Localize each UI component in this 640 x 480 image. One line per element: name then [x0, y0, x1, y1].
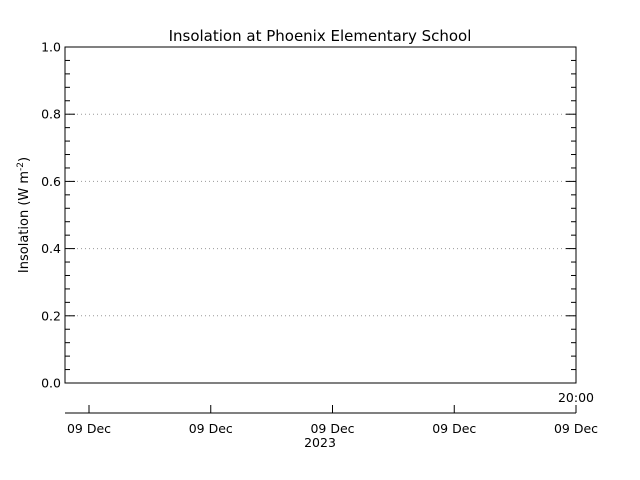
y-axis-title-exponent: -2 [16, 162, 26, 171]
y-tick-label: 0.6 [41, 174, 61, 189]
y-tick-label: 0.0 [41, 376, 61, 391]
plot-frame [64, 46, 577, 384]
y-axis-tick-labels: 0.0 0.2 0.4 0.6 0.8 1.0 [41, 40, 61, 391]
y-axis-title-close: ) [17, 157, 32, 162]
x-tick-label: 09 Dec [310, 421, 354, 436]
x-tick-label: 09 Dec [554, 421, 598, 436]
chart-title: Insolation at Phoenix Elementary School [169, 27, 472, 45]
y-axis-title: Insolation (W m-2) [16, 157, 32, 273]
x-tick-label: 09 Dec [432, 421, 476, 436]
x-axis-tick-labels: 09 Dec 09 Dec 09 Dec 09 Dec 09 Dec [67, 421, 598, 436]
time-marker-label: 20:00 [558, 390, 594, 405]
y-axis-title-main: Insolation (W m [17, 171, 32, 273]
y-tick-label: 1.0 [41, 40, 61, 55]
x-tick-label: 09 Dec [189, 421, 233, 436]
y-tick-label: 0.4 [41, 241, 61, 256]
x-tick-label: 09 Dec [67, 421, 111, 436]
x-axis-ticks [88, 405, 577, 413]
x-axis-year-label: 2023 [304, 435, 336, 450]
y-tick-label: 0.8 [41, 107, 61, 122]
y-tick-label: 0.2 [41, 308, 61, 323]
gridlines [65, 113, 576, 317]
y-axis-ticks [65, 46, 576, 384]
